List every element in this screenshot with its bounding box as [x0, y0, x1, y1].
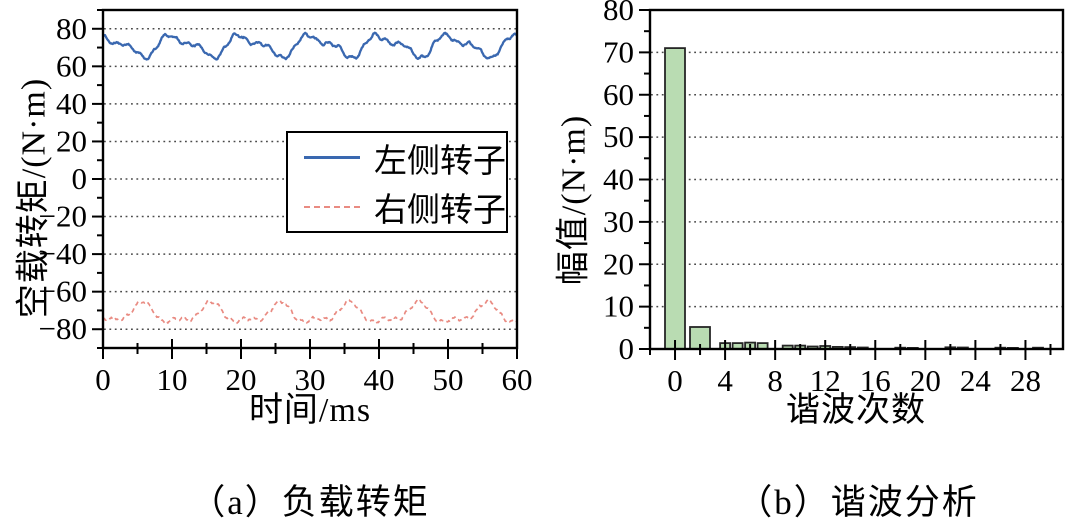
x-tick-label: 16: [860, 363, 891, 398]
x-tick-label: 28: [1010, 363, 1041, 398]
right-y-axis-label: 幅值/(N·m): [555, 114, 593, 286]
y-tick-label: 20: [603, 246, 634, 281]
x-tick-label: 20: [226, 362, 257, 397]
legend-label-right-rotor: 右侧转子: [374, 192, 506, 229]
y-tick-label: −60: [39, 274, 87, 309]
x-tick-label: 0: [95, 362, 111, 397]
plot-frame: [101, 8, 519, 350]
y-tick-label: 60: [603, 77, 634, 112]
y-tick-label: 0: [619, 331, 635, 366]
y-tick-label: 0: [72, 161, 88, 196]
bar: [664, 47, 686, 350]
y-tick-label: −80: [39, 311, 87, 346]
y-tick-label: 80: [603, 0, 634, 27]
x-tick-label: 8: [767, 363, 783, 398]
y-tick-label: 80: [56, 11, 87, 46]
y-tick-label: −40: [39, 236, 87, 271]
blue-solid-line-sample: [304, 156, 360, 159]
y-tick-label: 10: [603, 289, 634, 324]
legend-item-left-rotor: 左侧转子: [288, 134, 506, 182]
left-y-axis-label: 空载转矩/(N·m): [15, 77, 53, 319]
x-tick-label: 24: [960, 363, 992, 398]
y-tick-label: 60: [56, 48, 87, 83]
y-tick-label: 70: [603, 34, 634, 69]
legend: 左侧转子 右侧转子: [286, 131, 508, 233]
line-series-left-rotor: [102, 31, 518, 61]
left-x-axis-label: 时间/ms: [248, 392, 372, 429]
x-tick-label: 30: [295, 362, 326, 397]
y-tick-label: 30: [603, 204, 634, 239]
y-tick-label: 40: [56, 86, 87, 121]
x-tick-label: 40: [364, 362, 395, 397]
red-dashed-line-sample: [304, 205, 360, 208]
right-caption: （b）谐波分析: [737, 483, 979, 519]
x-tick-label: 50: [433, 362, 464, 397]
y-tick-label: −20: [39, 199, 87, 234]
plot-frame: [648, 8, 1065, 351]
x-tick-label: 60: [502, 362, 533, 397]
x-tick-label: 10: [157, 362, 188, 397]
legend-item-right-rotor: 右侧转子: [288, 183, 506, 231]
x-tick-label: 12: [810, 363, 841, 398]
line-series-right-rotor: [102, 298, 518, 325]
y-tick-label: 20: [56, 123, 87, 158]
x-tick-label: 20: [910, 363, 941, 398]
y-tick-label: 50: [603, 119, 634, 154]
left-caption: （a）负载转矩: [190, 483, 430, 519]
x-tick-label: 4: [717, 363, 733, 398]
x-tick-label: 0: [667, 363, 683, 398]
right-x-axis-label: 谐波次数: [786, 392, 926, 429]
legend-label-left-rotor: 左侧转子: [374, 143, 506, 180]
y-tick-label: 40: [603, 162, 634, 197]
